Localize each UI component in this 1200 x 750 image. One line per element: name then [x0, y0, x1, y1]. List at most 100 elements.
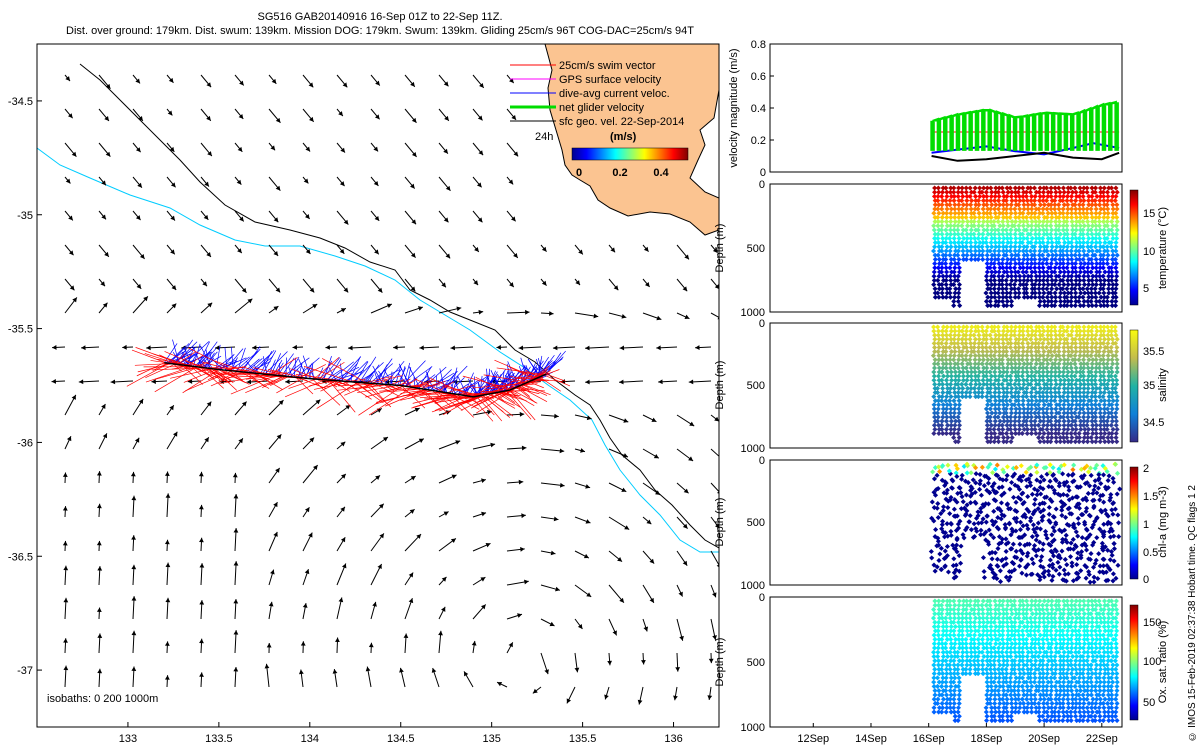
current-arrowhead	[456, 306, 462, 312]
current-arrowhead	[684, 314, 690, 320]
map-ytick-label: -36	[17, 437, 33, 449]
current-arrowhead	[623, 418, 629, 423]
current-arrowhead	[96, 471, 102, 476]
current-arrowhead	[695, 345, 700, 350]
current-arrowhead	[509, 282, 514, 288]
current-arrowhead	[252, 345, 257, 351]
current-arrowhead	[684, 254, 689, 260]
current-arrowhead	[67, 113, 73, 119]
title-line-1: SG516 GAB20140916 16-Sep 01Z to 22-Sep 1…	[257, 11, 503, 23]
dive-current-vector	[456, 379, 479, 395]
swim-vector	[313, 357, 340, 380]
velocity-ytick-label: 0.4	[751, 103, 766, 115]
current-arrowhead	[273, 217, 279, 223]
current-arrowhead	[278, 400, 284, 405]
map-xtick-label: 134	[301, 733, 319, 745]
current-arrowhead	[203, 214, 209, 220]
current-arrowhead	[247, 298, 253, 304]
geostrophic-current-vectors	[51, 74, 719, 705]
swim-vector	[494, 359, 537, 379]
current-arrowhead	[63, 638, 68, 643]
map-legend: 25cm/s swim vector GPS surface velocity …	[510, 60, 689, 179]
current-arrowhead	[471, 640, 477, 646]
current-arrowhead	[508, 179, 514, 185]
swim-vector	[370, 375, 403, 384]
swim-vector	[358, 385, 404, 416]
current-arrowhead	[199, 563, 205, 568]
current-arrowhead	[339, 248, 345, 254]
current-arrowhead	[679, 635, 684, 641]
dive-current-vector	[477, 381, 484, 396]
current-arrowhead	[445, 253, 451, 259]
chla-cbar-tick-4: 2	[1143, 463, 1149, 475]
current-arrowhead	[270, 145, 276, 151]
swim-vector	[445, 394, 485, 410]
current-arrowhead	[586, 415, 592, 421]
current-arrowhead	[683, 488, 689, 494]
current-arrowhead	[393, 344, 398, 350]
salinity-cbar-tick-2: 35.5	[1143, 346, 1164, 358]
current-arrowhead	[275, 467, 280, 473]
current-arrowhead	[378, 503, 384, 509]
current-arrowhead	[341, 563, 347, 569]
swim-vector	[411, 394, 459, 409]
swim-vector	[516, 386, 536, 403]
map-ytick-label: -36.5	[8, 551, 33, 563]
current-arrowhead	[101, 214, 106, 220]
current-arrowhead	[519, 411, 525, 417]
current-arrowhead	[444, 115, 449, 121]
current-arrowhead	[365, 666, 371, 672]
swim-vector	[253, 372, 272, 384]
swim-vector	[172, 363, 182, 372]
current-arrowhead	[612, 630, 617, 636]
current-arrowhead	[566, 698, 572, 704]
swim-vector	[434, 396, 476, 404]
chla-cbar-tick-2: 1	[1143, 519, 1149, 531]
current-arrowhead	[518, 479, 524, 485]
swim-vector	[446, 384, 476, 394]
current-arrowhead	[343, 219, 349, 225]
map-xtick-label: 133	[119, 733, 137, 745]
current-arrowhead	[204, 181, 209, 187]
swim-vector	[487, 393, 515, 406]
swim-vector	[365, 375, 394, 384]
swim-vector	[290, 368, 320, 380]
current-arrowhead	[373, 146, 379, 152]
profile-sample	[932, 214, 938, 220]
map-ytick-label: -37	[17, 665, 33, 677]
current-arrowhead	[131, 596, 137, 601]
swim-vector	[353, 381, 384, 404]
swim-vector	[337, 384, 389, 391]
swim-vector	[355, 381, 374, 396]
current-arrowhead	[644, 282, 650, 287]
current-arrowhead	[411, 117, 417, 123]
swim-vector	[509, 389, 536, 421]
swim-vector	[295, 377, 314, 395]
current-arrowhead	[137, 182, 142, 188]
current-arrowhead	[476, 182, 482, 188]
current-arrowhead	[104, 251, 109, 257]
current-arrowhead	[450, 538, 456, 543]
current-arrowhead	[580, 448, 585, 453]
current-arrowhead	[171, 303, 177, 309]
swim-vector	[497, 372, 526, 393]
current-arrowhead	[139, 253, 145, 259]
swim-vector	[460, 393, 488, 406]
current-arrowhead	[271, 78, 277, 84]
current-arrowhead	[151, 379, 156, 384]
swim-vector	[194, 361, 210, 367]
current-arrowhead	[414, 407, 420, 413]
velocity-series-net	[930, 100, 1119, 151]
current-arrowhead	[199, 537, 204, 543]
profile-sample	[932, 252, 938, 258]
swim-vector	[187, 355, 204, 366]
current-arrowhead	[549, 621, 555, 627]
current-arrowhead	[52, 345, 57, 350]
current-arrowhead	[574, 667, 580, 673]
dive-current-vector	[486, 368, 490, 395]
current-arrowhead	[81, 345, 86, 351]
current-arrowhead	[373, 180, 379, 186]
current-arrowhead	[399, 667, 404, 673]
dive-current-vector	[340, 363, 344, 382]
current-arrowhead	[554, 413, 559, 419]
